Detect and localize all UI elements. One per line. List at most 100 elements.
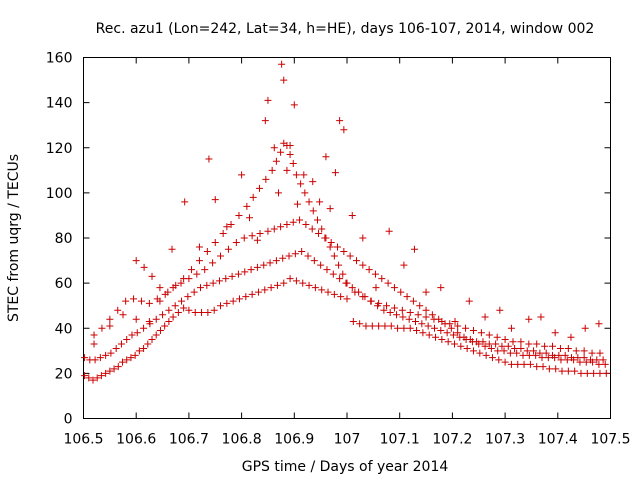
data-point xyxy=(403,293,411,301)
data-point xyxy=(248,232,256,240)
data-point xyxy=(268,166,276,174)
data-point xyxy=(318,286,326,294)
data-point xyxy=(336,275,344,283)
data-point xyxy=(152,331,160,339)
data-point xyxy=(97,372,105,380)
data-point xyxy=(266,259,274,267)
data-point xyxy=(564,345,572,353)
data-point xyxy=(114,306,122,314)
data-point xyxy=(130,295,138,303)
x-tick-label: 106.5 xyxy=(63,432,103,448)
data-point xyxy=(449,331,457,339)
data-point xyxy=(305,281,313,289)
data-point xyxy=(349,317,357,325)
data-point xyxy=(582,358,590,366)
data-point xyxy=(460,333,468,341)
data-point xyxy=(533,340,541,348)
data-point xyxy=(191,308,199,316)
data-point xyxy=(323,266,331,274)
data-point xyxy=(172,281,180,289)
data-point xyxy=(91,356,99,364)
data-point xyxy=(482,351,490,359)
data-point xyxy=(409,297,417,305)
data-point xyxy=(348,284,356,292)
data-point xyxy=(511,345,519,353)
data-point xyxy=(164,288,172,296)
data-point xyxy=(283,166,291,174)
data-point xyxy=(501,358,509,366)
data-point xyxy=(254,288,262,296)
data-point xyxy=(277,223,285,231)
data-point xyxy=(156,327,164,335)
data-point xyxy=(564,367,572,375)
y-tick-label: 40 xyxy=(55,321,73,337)
data-point xyxy=(525,315,533,323)
data-point xyxy=(438,317,446,325)
data-point xyxy=(210,306,218,314)
data-point xyxy=(541,342,549,350)
data-point xyxy=(485,340,493,348)
data-point xyxy=(336,117,344,125)
data-point xyxy=(203,248,211,256)
data-point xyxy=(169,313,177,321)
data-point xyxy=(544,354,552,362)
y-tick-label: 100 xyxy=(46,186,73,202)
data-point xyxy=(351,288,359,296)
x-tick-label: 106.8 xyxy=(222,432,262,448)
data-point xyxy=(335,261,343,269)
data-point xyxy=(118,358,126,366)
data-point xyxy=(422,288,430,296)
y-tick-label: 160 xyxy=(46,51,73,67)
data-point xyxy=(165,306,173,314)
data-point xyxy=(135,347,143,355)
data-point xyxy=(580,347,588,355)
data-point xyxy=(316,198,324,206)
data-point xyxy=(425,331,433,339)
data-point xyxy=(536,349,544,357)
data-point xyxy=(326,205,334,213)
data-point xyxy=(156,297,164,305)
data-point xyxy=(132,257,140,265)
data-point xyxy=(463,345,471,353)
data-point xyxy=(359,261,367,269)
data-point xyxy=(577,369,585,377)
data-point xyxy=(211,196,219,204)
data-point xyxy=(343,279,351,287)
data-point xyxy=(89,376,97,384)
data-point xyxy=(469,327,477,335)
data-point xyxy=(385,227,393,235)
data-point xyxy=(261,117,269,125)
data-point xyxy=(168,245,176,253)
data-point xyxy=(340,126,348,134)
data-point xyxy=(302,220,310,228)
data-point xyxy=(520,360,528,368)
data-point xyxy=(286,151,294,159)
data-point xyxy=(140,345,148,353)
data-point xyxy=(422,306,430,314)
data-point xyxy=(289,160,297,168)
data-point xyxy=(248,290,256,298)
data-point xyxy=(394,324,402,332)
data-point xyxy=(235,295,243,303)
data-point xyxy=(469,347,477,355)
data-point xyxy=(383,302,391,310)
data-point xyxy=(96,354,104,362)
data-point xyxy=(514,360,522,368)
data-point xyxy=(368,322,376,330)
data-point xyxy=(267,284,275,292)
data-point xyxy=(272,157,280,165)
y-tick-label: 80 xyxy=(55,231,73,247)
data-point xyxy=(444,338,452,346)
data-point xyxy=(184,293,192,301)
data-point xyxy=(362,322,370,330)
data-point xyxy=(405,315,413,323)
data-point xyxy=(283,220,291,228)
data-point xyxy=(387,322,395,330)
data-point xyxy=(165,317,173,325)
data-point xyxy=(580,354,588,362)
data-point xyxy=(219,229,227,237)
data-point xyxy=(98,324,106,332)
data-point xyxy=(290,101,298,109)
data-point xyxy=(574,354,582,362)
